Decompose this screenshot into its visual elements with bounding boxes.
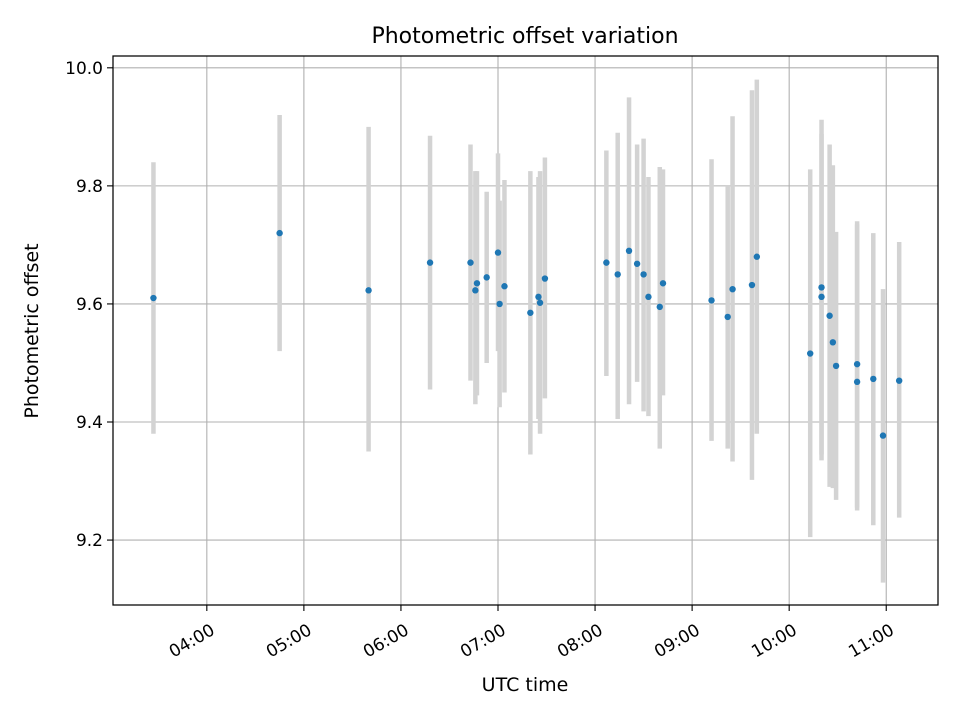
data-points [150, 229, 903, 439]
data-point [829, 339, 837, 346]
data-point [659, 280, 667, 287]
data-point [473, 280, 481, 287]
data-point [633, 260, 641, 267]
y-axis-label: Photometric offset [21, 243, 43, 418]
data-point [494, 249, 502, 256]
data-point [625, 247, 633, 255]
data-point [879, 432, 887, 439]
data-point [276, 229, 283, 237]
data-point [870, 375, 877, 383]
data-point [150, 294, 157, 302]
data-point [501, 283, 508, 290]
data-point [614, 271, 621, 278]
data-point [645, 293, 652, 301]
data-point [603, 259, 610, 266]
data-point [541, 275, 549, 282]
data-point [656, 303, 663, 311]
data-point [832, 362, 840, 370]
data-point [467, 259, 474, 266]
y-tick-label: 9.2 [76, 531, 103, 551]
data-point [753, 253, 761, 260]
data-point [496, 300, 503, 308]
data-point [748, 281, 756, 289]
grid-lines [113, 56, 938, 605]
x-axis-label: UTC time [482, 674, 569, 696]
data-point [807, 350, 814, 357]
data-point [536, 299, 544, 306]
data-point [472, 287, 479, 294]
data-point [535, 293, 542, 301]
data-point [640, 271, 647, 278]
data-point [818, 284, 825, 291]
data-point [724, 313, 731, 321]
data-point [527, 309, 534, 316]
y-tick-label: 9.4 [76, 413, 103, 433]
y-tick-label: 9.8 [76, 177, 103, 197]
data-point [365, 287, 372, 294]
plot-frame [112, 55, 939, 606]
data-point [818, 293, 825, 301]
data-point [729, 285, 736, 293]
y-tick-label: 9.6 [76, 295, 103, 315]
data-point [895, 377, 903, 384]
chart-title: Photometric offset variation [371, 24, 678, 49]
data-point [826, 312, 833, 319]
data-point [708, 297, 715, 304]
data-point [853, 378, 861, 386]
y-tick-label: 10.0 [65, 59, 103, 79]
data-point [483, 274, 490, 281]
data-point [853, 360, 861, 368]
data-point [426, 259, 434, 266]
